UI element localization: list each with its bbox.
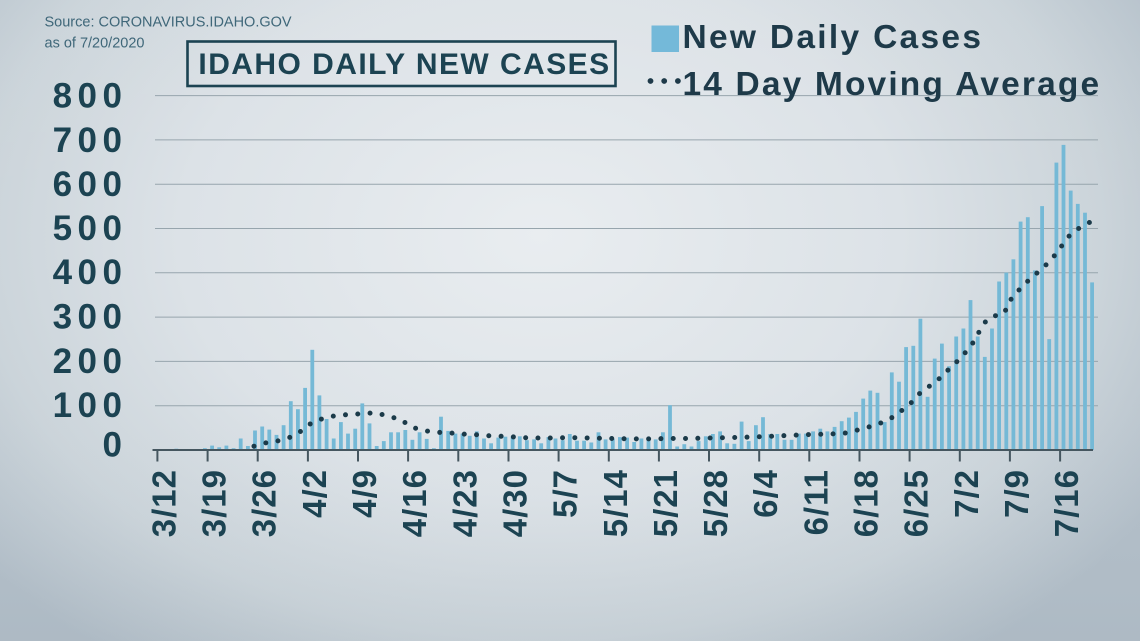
svg-text:New Daily Cases: New Daily Cases — [683, 19, 984, 56]
svg-text:as of 7/20/2020: as of 7/20/2020 — [45, 36, 145, 52]
svg-text:6/25: 6/25 — [898, 469, 935, 537]
svg-text:400: 400 — [53, 253, 128, 292]
svg-text:Source: CORONAVIRUS.IDAHO.GOV: Source: CORONAVIRUS.IDAHO.GOV — [45, 15, 292, 31]
svg-text:0: 0 — [103, 426, 128, 465]
svg-text:7/2: 7/2 — [948, 469, 985, 518]
svg-text:IDAHO DAILY NEW CASES: IDAHO DAILY NEW CASES — [198, 48, 610, 81]
svg-text:5/28: 5/28 — [697, 469, 734, 537]
svg-text:800: 800 — [53, 77, 128, 116]
svg-text:6/4: 6/4 — [747, 469, 784, 518]
svg-text:200: 200 — [53, 342, 128, 381]
svg-text:7/16: 7/16 — [1048, 469, 1085, 537]
svg-text:700: 700 — [53, 121, 128, 160]
svg-text:300: 300 — [53, 298, 128, 337]
svg-text:3/26: 3/26 — [246, 469, 283, 537]
svg-text:5/14: 5/14 — [597, 469, 634, 537]
svg-text:3/12: 3/12 — [145, 469, 182, 537]
svg-text:4/9: 4/9 — [346, 469, 383, 518]
svg-text:3/19: 3/19 — [196, 469, 233, 537]
svg-text:6/18: 6/18 — [848, 469, 885, 537]
svg-text:4/30: 4/30 — [497, 469, 534, 537]
svg-text:4/16: 4/16 — [396, 469, 433, 537]
svg-text:4/23: 4/23 — [446, 469, 483, 537]
svg-text:5/21: 5/21 — [647, 469, 684, 537]
svg-text:5/7: 5/7 — [547, 469, 584, 518]
svg-text:4/2: 4/2 — [296, 469, 333, 518]
svg-text:100: 100 — [53, 386, 128, 425]
svg-text:6/11: 6/11 — [797, 469, 834, 535]
svg-text:7/9: 7/9 — [998, 469, 1035, 518]
svg-text:14 Day Moving Average: 14 Day Moving Average — [683, 66, 1102, 103]
svg-text:600: 600 — [53, 165, 128, 204]
svg-text:500: 500 — [53, 209, 128, 248]
